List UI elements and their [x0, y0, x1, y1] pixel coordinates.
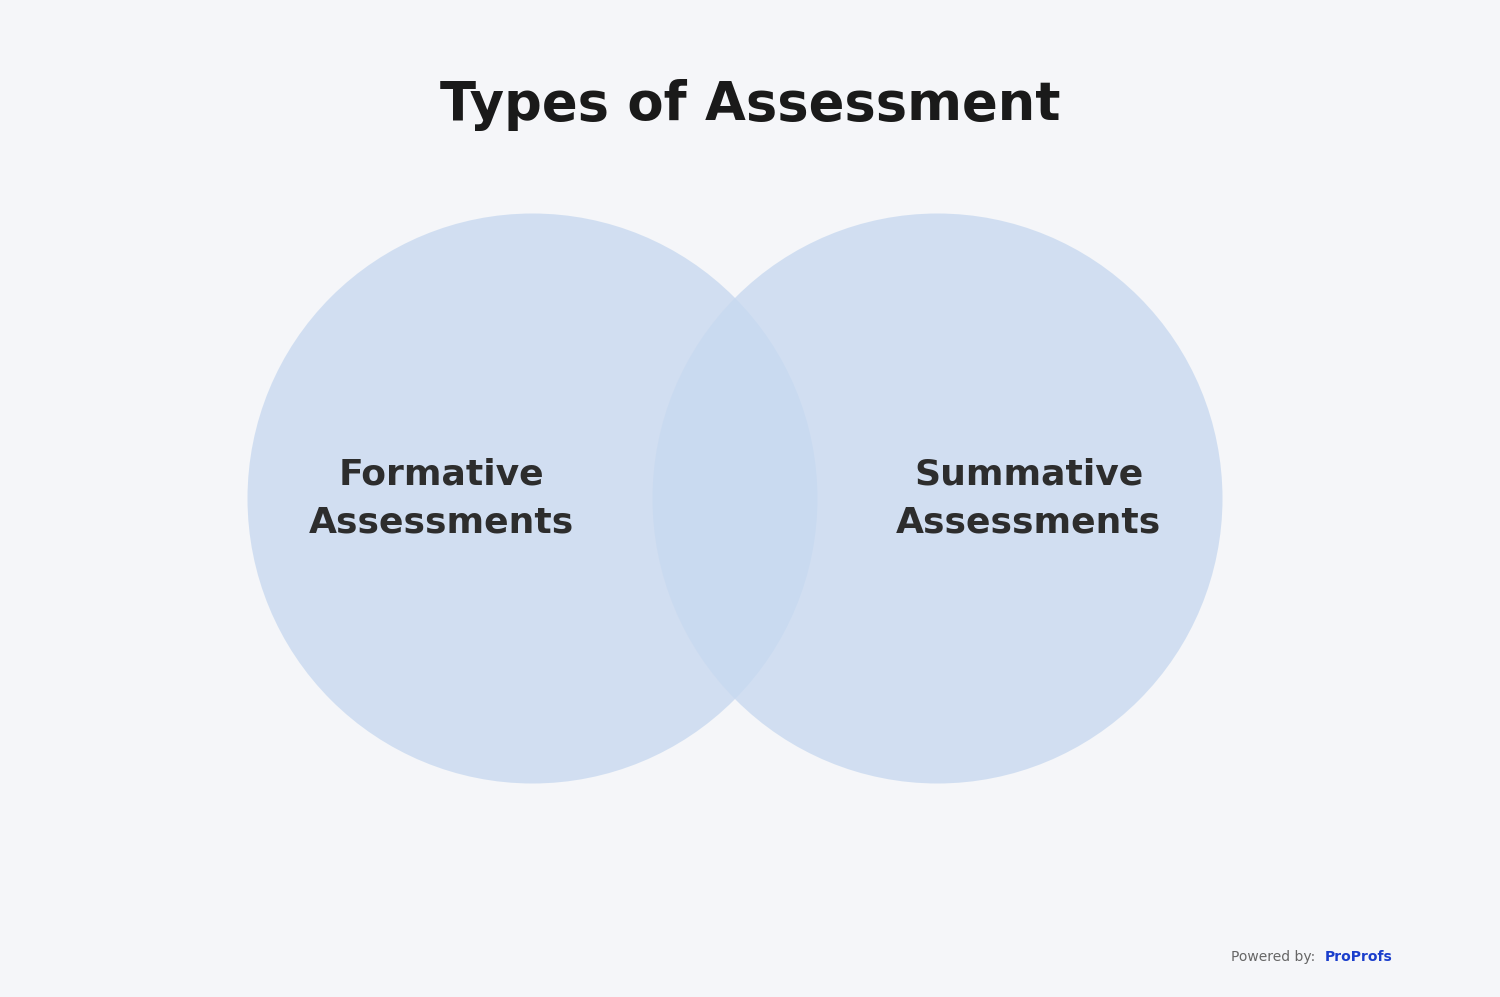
- Circle shape: [652, 213, 1222, 784]
- Text: Summative
Assessments: Summative Assessments: [896, 458, 1161, 539]
- Text: Powered by:: Powered by:: [1232, 950, 1316, 964]
- Text: ProProfs: ProProfs: [1324, 950, 1392, 964]
- Text: Types of Assessment: Types of Assessment: [440, 79, 1060, 131]
- Circle shape: [248, 213, 818, 784]
- Text: Formative
Assessments: Formative Assessments: [309, 458, 574, 539]
